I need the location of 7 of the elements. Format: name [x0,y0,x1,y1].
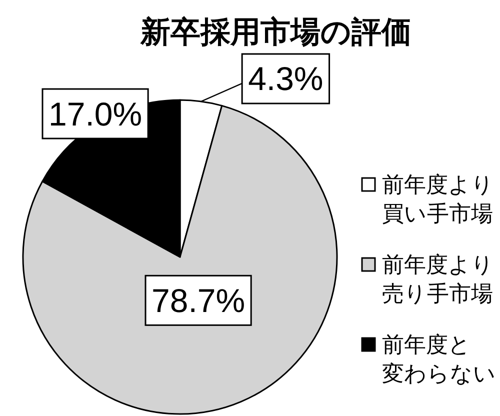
data-label: 78.7% [152,282,246,319]
chart-title: 新卒採用市場の評価 [140,15,412,50]
legend-label: 前年度より買い手市場 [382,172,494,226]
data-label: 17.0% [48,95,142,132]
legend-label: 前年度と変わらない [382,332,496,386]
legend-label: 前年度より売り手市場 [382,252,494,306]
data-label: 4.3% [248,60,324,98]
